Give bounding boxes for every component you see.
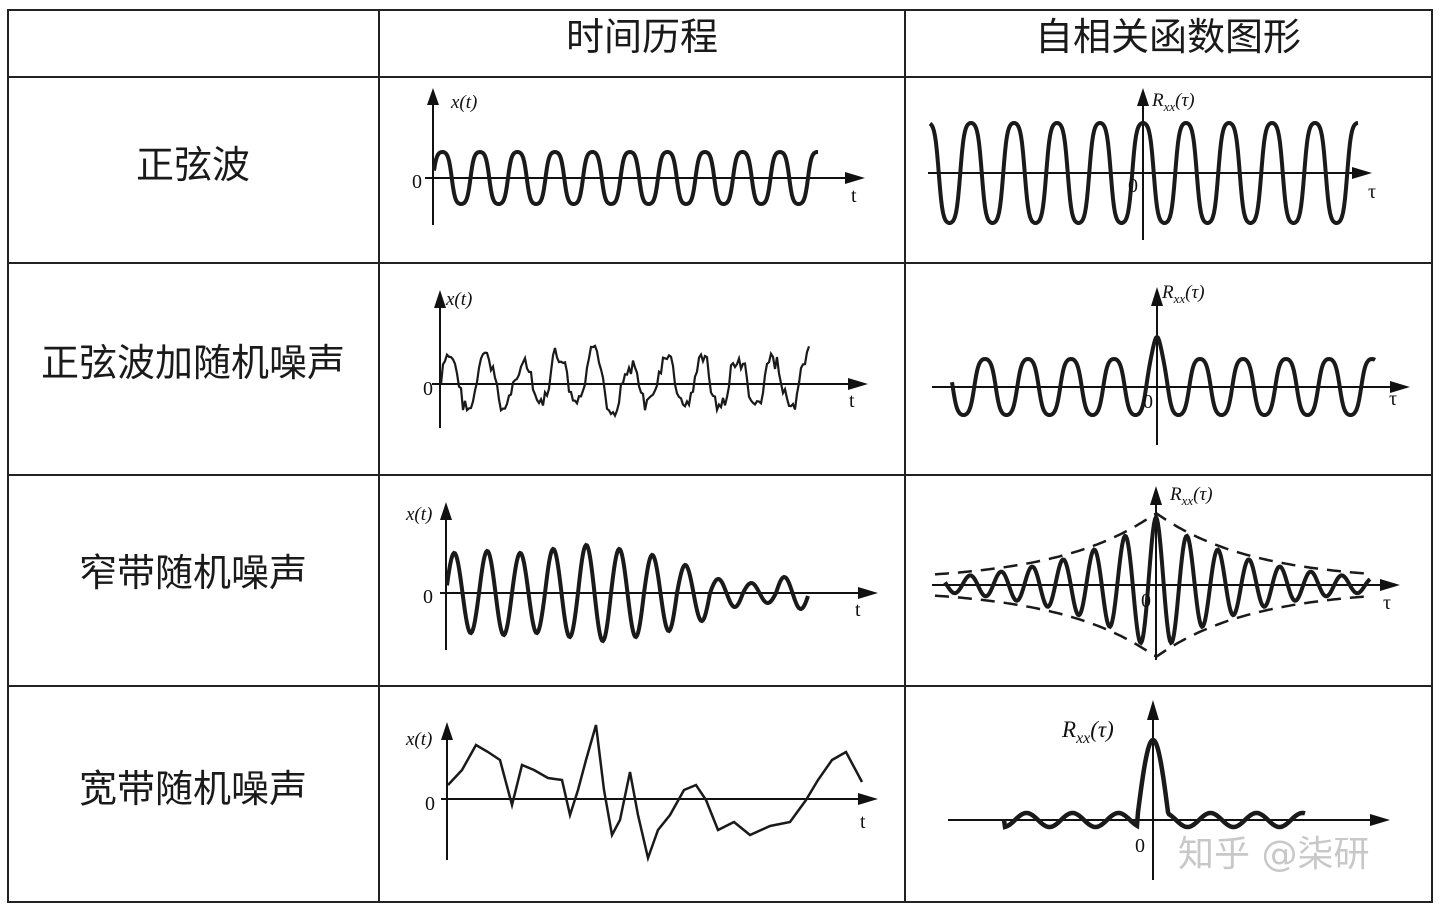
time-y-label: x(t) (445, 289, 472, 310)
acf-x-label: τ (1383, 592, 1391, 614)
time-plot-narrowband: x(t) 0 t (405, 502, 878, 650)
header-autocorrelation: 自相关函数图形 (1035, 15, 1301, 59)
time-x-label: t (849, 390, 855, 412)
time-y-label: x(t) (450, 92, 477, 113)
acf-y-label: Rxx(τ) (1061, 717, 1114, 747)
narrowband-time-curve (445, 542, 810, 644)
time-y-label: x(t) (405, 504, 432, 525)
time-plot-sine-noise: x(t) 0 t (423, 289, 868, 428)
x-axis-arrow-icon (1370, 814, 1390, 826)
sine-time-curve (432, 149, 818, 207)
row-label-sine: 正弦波 (136, 143, 250, 187)
sine-acf-curve (928, 120, 1359, 225)
time-origin-label: 0 (423, 586, 433, 608)
acf-y-label: Rxx(τ) (1161, 282, 1205, 306)
table-grid (7, 9, 1433, 903)
acf-plot-sine-noise: Rxx(τ) 0 τ (932, 282, 1410, 445)
time-x-label: t (860, 811, 866, 833)
row-label-narrowband: 窄带随机噪声 (79, 551, 307, 595)
acf-y-label: Rxx(τ) (1151, 90, 1195, 114)
time-plot-sine: x(t) 0 t (412, 88, 865, 225)
x-axis-arrow-icon (848, 378, 868, 390)
y-axis-arrow-icon (1147, 700, 1159, 720)
x-axis-arrow-icon (858, 793, 878, 805)
acf-y-label: Rxx(τ) (1169, 484, 1213, 508)
x-axis-arrow-icon (858, 587, 878, 599)
acf-origin-label: 0 (1135, 835, 1145, 857)
y-axis-arrow-icon (441, 722, 453, 740)
row-label-sine-noise: 正弦波加随机噪声 (41, 341, 345, 385)
row-label-wideband: 宽带随机噪声 (79, 767, 307, 811)
y-axis-arrow-icon (427, 88, 439, 105)
sine-noise-acf-curve (950, 334, 1377, 417)
table-border (7, 9, 1433, 903)
y-axis-arrow-icon (434, 290, 446, 308)
acf-plot-narrowband: Rxx(τ) 0 τ (932, 484, 1400, 660)
x-axis-arrow-icon (1380, 579, 1400, 591)
y-axis-arrow-icon (1151, 287, 1163, 306)
x-axis-arrow-icon (845, 172, 865, 184)
time-x-label: t (851, 185, 857, 207)
time-origin-label: 0 (412, 171, 422, 193)
narrowband-envelope-lower (934, 594, 1371, 658)
acf-origin-label: 0 (1143, 391, 1153, 413)
time-origin-label: 0 (425, 793, 435, 815)
y-axis-arrow-icon (1150, 486, 1162, 505)
wideband-acf-curve (1001, 737, 1306, 830)
y-axis-arrow-icon (1137, 88, 1149, 106)
acf-origin-label: 0 (1141, 590, 1151, 612)
acf-origin-label: 0 (1128, 175, 1138, 197)
time-x-label: t (855, 599, 861, 621)
time-plot-wideband: x(t) 0 t (405, 722, 878, 863)
acf-x-label: τ (1368, 181, 1376, 203)
y-axis-arrow-icon (440, 502, 452, 520)
time-origin-label: 0 (423, 378, 433, 400)
acf-plot-wideband: Rxx(τ) 0 (948, 700, 1390, 880)
x-axis-arrow-icon (1390, 381, 1410, 393)
header-time-history: 时间历程 (566, 15, 718, 59)
acf-x-label: τ (1389, 388, 1397, 410)
acf-plot-sine: Rxx(τ) 0 τ (928, 88, 1376, 240)
time-y-label: x(t) (405, 729, 432, 750)
sine-noise-time-curve (439, 344, 811, 419)
x-axis-arrow-icon (1352, 167, 1372, 179)
wideband-time-curve (447, 724, 864, 863)
watermark-text: 知乎 @柒研 (1178, 834, 1369, 875)
narrowband-envelope-upper (934, 512, 1371, 576)
narrowband-acf-curve (943, 512, 1372, 646)
